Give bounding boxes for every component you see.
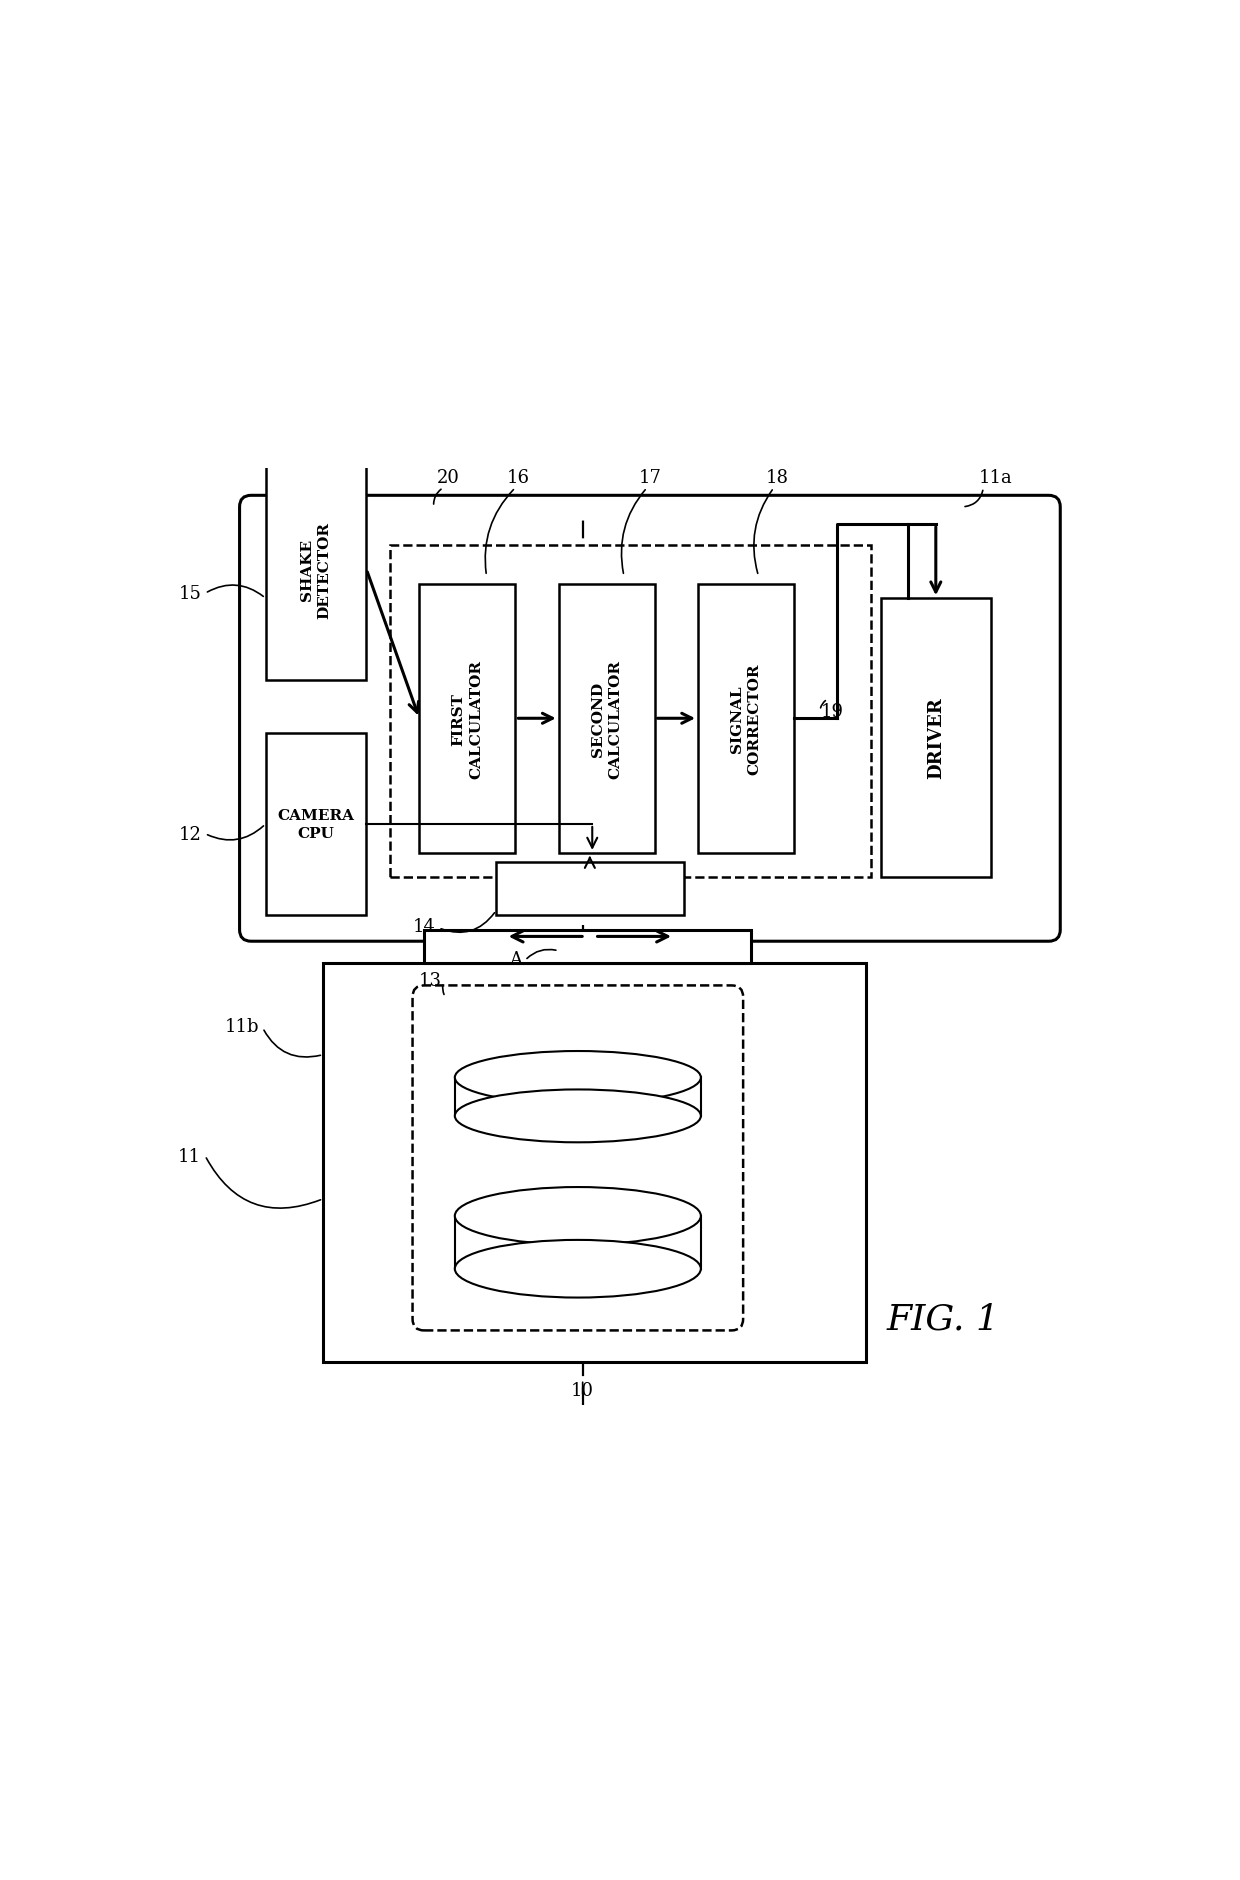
Text: 14: 14 — [413, 917, 435, 936]
Text: 20: 20 — [436, 468, 460, 487]
Text: SECOND
CALCULATOR: SECOND CALCULATOR — [591, 660, 622, 778]
Text: FIG. 1: FIG. 1 — [887, 1303, 999, 1337]
Text: 17: 17 — [639, 468, 661, 487]
Ellipse shape — [455, 1051, 701, 1104]
Text: 15: 15 — [179, 585, 201, 603]
FancyBboxPatch shape — [391, 545, 870, 878]
FancyBboxPatch shape — [239, 496, 1060, 942]
FancyBboxPatch shape — [558, 585, 655, 854]
FancyBboxPatch shape — [880, 600, 991, 878]
Text: FIRST
CALCULATOR: FIRST CALCULATOR — [451, 660, 482, 778]
Text: A: A — [510, 949, 522, 968]
FancyBboxPatch shape — [419, 585, 516, 854]
Text: 11: 11 — [179, 1147, 201, 1166]
Text: 10: 10 — [572, 1382, 594, 1399]
FancyBboxPatch shape — [265, 733, 367, 916]
FancyBboxPatch shape — [413, 985, 743, 1331]
FancyBboxPatch shape — [324, 964, 866, 1363]
Text: 11b: 11b — [224, 1017, 259, 1036]
Text: SHAKE
DETECTOR: SHAKE DETECTOR — [300, 521, 331, 619]
FancyBboxPatch shape — [496, 863, 683, 916]
Text: 12: 12 — [179, 825, 201, 842]
Text: DRIVER: DRIVER — [926, 697, 945, 778]
Ellipse shape — [455, 1188, 701, 1245]
Text: 18: 18 — [765, 468, 789, 487]
Ellipse shape — [455, 1241, 701, 1297]
Text: 13: 13 — [418, 972, 441, 989]
Text: 16: 16 — [507, 468, 529, 487]
FancyBboxPatch shape — [698, 585, 794, 854]
Text: 11a: 11a — [980, 468, 1013, 487]
FancyBboxPatch shape — [265, 459, 367, 681]
Bar — [424, 931, 751, 964]
Ellipse shape — [455, 1090, 701, 1143]
Text: SIGNAL
CORRECTOR: SIGNAL CORRECTOR — [730, 664, 761, 775]
Text: CAMERA
CPU: CAMERA CPU — [278, 808, 355, 840]
Text: 19: 19 — [821, 703, 844, 720]
